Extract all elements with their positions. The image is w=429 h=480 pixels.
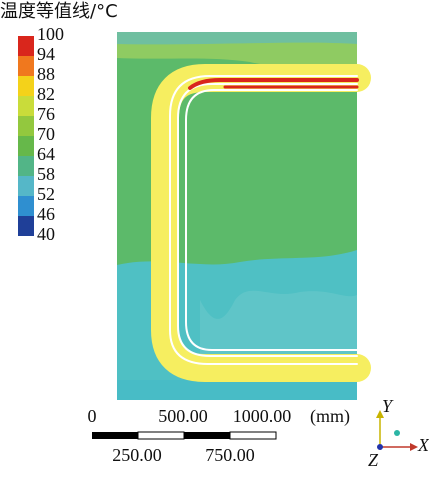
legend-level: 88 xyxy=(37,64,55,84)
legend-swatch xyxy=(18,36,34,56)
legend-swatch xyxy=(18,56,34,76)
scale-label: 500.00 xyxy=(158,406,208,426)
legend-level: 52 xyxy=(37,184,55,204)
scale-label: 1000.00 xyxy=(233,406,292,426)
triad-y: Y xyxy=(382,396,394,416)
legend-swatch xyxy=(18,76,34,96)
legend-swatch xyxy=(18,156,34,176)
legend-level: 70 xyxy=(37,124,55,144)
legend-swatch xyxy=(18,216,34,236)
contour-field xyxy=(117,32,371,400)
legend-swatch xyxy=(18,196,34,216)
legend-level: 94 xyxy=(37,44,55,64)
legend-level: 76 xyxy=(37,104,55,124)
scale-label: 250.00 xyxy=(112,445,162,465)
legend-level: 64 xyxy=(37,144,55,164)
legend-swatch xyxy=(18,136,34,156)
legend-title: 温度等值线/°C xyxy=(0,1,118,22)
scale-bar: 0 500.00 1000.00 (mm) 250.00 750.00 xyxy=(88,406,351,465)
legend-level: 58 xyxy=(37,164,55,184)
legend-level: 46 xyxy=(37,204,55,224)
legend-swatch xyxy=(18,116,34,136)
scale-unit: (mm) xyxy=(310,406,350,427)
scale-label: 0 xyxy=(88,406,97,426)
scale-label: 750.00 xyxy=(205,445,255,465)
triad-x: X xyxy=(417,435,429,455)
axis-triad: Y X Z xyxy=(368,396,429,470)
legend-swatch xyxy=(18,96,34,116)
triad-z: Z xyxy=(368,450,379,470)
legend-level: 100 xyxy=(37,24,64,44)
legend-level: 40 xyxy=(37,224,55,244)
legend-swatch xyxy=(18,176,34,196)
legend-level: 82 xyxy=(37,84,55,104)
